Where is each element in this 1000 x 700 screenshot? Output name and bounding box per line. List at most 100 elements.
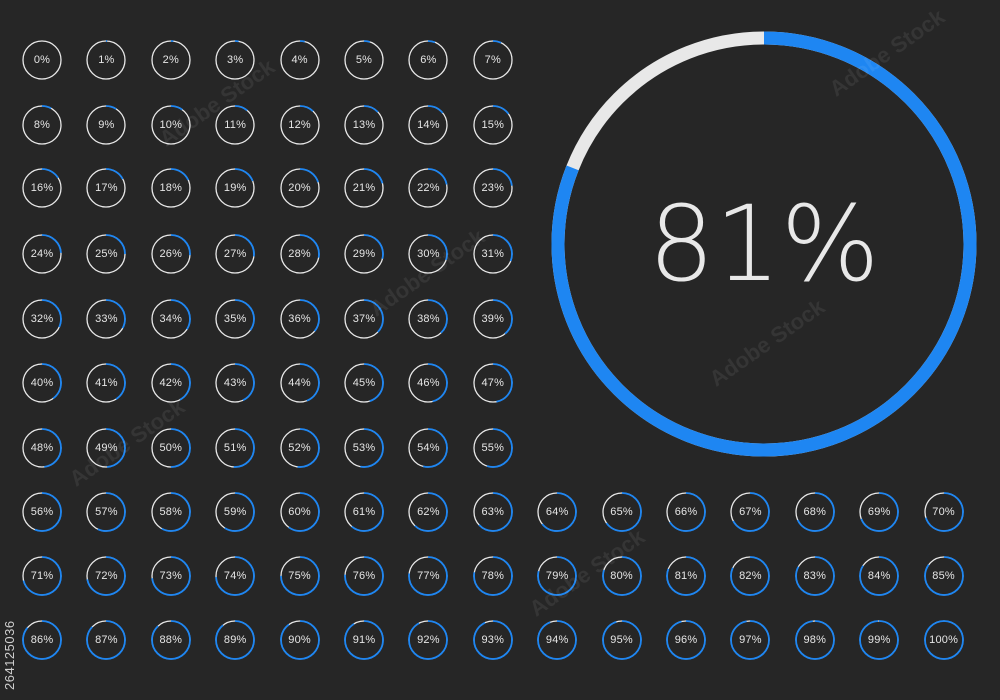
progress-indicator: 95%: [601, 619, 643, 661]
progress-ring-graphic: [730, 556, 771, 596]
progress-indicator-label: 63%: [481, 506, 505, 518]
progress-indicator: 16%: [21, 167, 63, 209]
progress-indicator: 11%: [214, 104, 256, 146]
progress-ring-arc: [472, 168, 513, 208]
progress-indicator: 29%: [343, 233, 385, 275]
progress-indicator-label: 4%: [291, 54, 308, 66]
progress-indicator: 8%: [21, 104, 63, 146]
progress-indicator: 75%: [279, 555, 321, 597]
progress-ring-graphic: [472, 363, 513, 403]
progress-ring-arc: [408, 556, 449, 596]
progress-ring-arc: [86, 428, 127, 468]
progress-ring-arc: [22, 105, 62, 145]
progress-indicator-label: 17%: [95, 182, 118, 194]
progress-ring-arc: [408, 363, 449, 403]
progress-ring-arc: [22, 492, 62, 532]
progress-indicator-label: 27%: [223, 248, 247, 260]
progress-indicator: 41%: [85, 362, 127, 404]
progress-indicator-label: 77%: [417, 570, 440, 582]
progress-indicator: 73%: [150, 555, 192, 597]
progress-indicator: 7%: [472, 39, 514, 81]
progress-ring-arc: [86, 620, 127, 660]
progress-indicator: 53%: [343, 427, 385, 469]
progress-indicator: 58%: [150, 491, 192, 533]
progress-indicator: 35%: [214, 298, 256, 340]
progress-ring-graphic: [408, 620, 449, 660]
progress-ring-graphic: [408, 299, 449, 339]
progress-ring-graphic: [86, 363, 127, 403]
progress-ring-graphic: [215, 492, 256, 532]
progress-ring-arc: [344, 428, 384, 468]
progress-ring-arc: [22, 234, 62, 274]
progress-ring-graphic: [408, 234, 449, 274]
progress-indicator: 13%: [343, 104, 385, 146]
progress-indicator-label: 41%: [95, 377, 118, 389]
progress-indicator: 67%: [729, 491, 771, 533]
progress-ring-arc: [86, 363, 127, 403]
progress-indicator-label: 18%: [159, 182, 183, 194]
progress-indicator: 99%: [858, 619, 900, 661]
progress-ring-graphic: [408, 428, 449, 468]
progress-indicator: 33%: [85, 298, 127, 340]
featured-ring-progress-arc: [551, 31, 977, 457]
progress-indicator: 82%: [729, 555, 771, 597]
progress-ring-arc: [923, 620, 964, 660]
progress-indicator: 94%: [536, 619, 578, 661]
progress-ring-arc: [601, 492, 642, 532]
progress-ring-arc: [408, 299, 449, 339]
progress-ring-graphic: [666, 620, 706, 660]
progress-ring-graphic: [859, 620, 900, 660]
progress-ring-arc: [408, 620, 449, 660]
stock-id-label: 264125036: [2, 620, 17, 690]
progress-indicator: 20%: [279, 167, 321, 209]
progress-ring-arc: [279, 556, 320, 596]
progress-indicator-label: 42%: [159, 377, 183, 389]
progress-indicator-label: 73%: [159, 570, 183, 582]
progress-ring-graphic: [22, 556, 62, 596]
progress-indicator: 49%: [85, 427, 127, 469]
progress-ring-graphic: [150, 492, 191, 532]
progress-indicator: 60%: [279, 491, 321, 533]
progress-ring-graphic: [472, 556, 513, 596]
progress-ring-graphic: [601, 620, 642, 660]
progress-indicator-label: 53%: [352, 442, 376, 454]
progress-ring-arc: [472, 556, 513, 596]
progress-ring-arc: [730, 556, 771, 596]
progress-indicator: 98%: [794, 619, 836, 661]
progress-indicator-label: 83%: [803, 570, 827, 582]
progress-ring-graphic: [215, 105, 256, 145]
progress-indicator-label: 40%: [30, 377, 54, 389]
progress-ring-arc: [601, 620, 642, 660]
progress-ring-arc: [22, 168, 62, 208]
progress-indicator-label: 23%: [481, 182, 505, 194]
progress-indicator-label: 28%: [288, 248, 311, 260]
progress-ring-graphic: [472, 234, 513, 274]
progress-indicator: 56%: [21, 491, 63, 533]
progress-indicator: 66%: [665, 491, 707, 533]
progress-ring-arc: [150, 556, 191, 596]
progress-indicator-label: 93%: [481, 634, 505, 646]
progress-ring-arc: [22, 299, 62, 339]
progress-indicator-label: 85%: [932, 570, 955, 582]
progress-ring-arc: [22, 620, 62, 660]
progress-indicator: 10%: [150, 104, 192, 146]
progress-ring-arc: [472, 105, 513, 145]
progress-ring-arc: [150, 40, 191, 80]
progress-ring-graphic: [344, 556, 384, 596]
progress-ring-arc: [150, 492, 191, 532]
progress-indicator: 32%: [21, 298, 63, 340]
progress-ring-graphic: [22, 299, 62, 339]
progress-indicator: 28%: [279, 233, 321, 275]
progress-indicator: 9%: [85, 104, 127, 146]
progress-ring-graphic: [537, 556, 578, 596]
progress-ring-arc: [279, 492, 320, 532]
progress-ring-graphic: [150, 556, 191, 596]
progress-ring-graphic: [215, 620, 256, 660]
progress-indicator-label: 19%: [223, 182, 247, 194]
progress-indicator: 70%: [923, 491, 965, 533]
progress-ring-graphic: [22, 428, 62, 468]
progress-ring-graphic: [86, 620, 127, 660]
progress-indicator: 12%: [279, 104, 321, 146]
progress-indicator-label: 67%: [739, 506, 762, 518]
progress-indicator-label: 24%: [30, 248, 54, 260]
